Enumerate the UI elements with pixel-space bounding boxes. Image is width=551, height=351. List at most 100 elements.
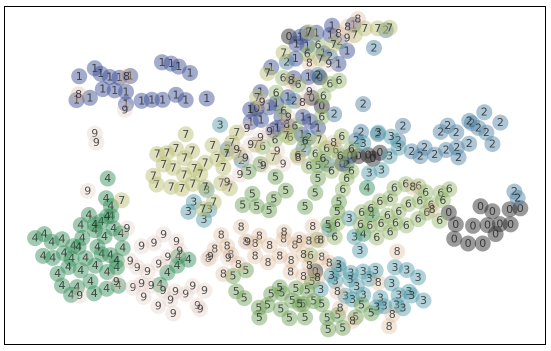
point-label-digit-7: 7 bbox=[154, 148, 161, 161]
point-digit-7 bbox=[209, 150, 226, 167]
point-label-digit-6: 6 bbox=[367, 202, 374, 215]
point-digit-6 bbox=[398, 217, 415, 234]
point-label-digit-8: 8 bbox=[296, 233, 303, 246]
point-digit-8 bbox=[424, 201, 441, 218]
point-label-digit-6: 6 bbox=[318, 110, 325, 123]
point-label-digit-6: 6 bbox=[416, 195, 423, 208]
point-label-digit-3: 3 bbox=[415, 271, 422, 284]
point-label-digit-3: 3 bbox=[395, 289, 402, 302]
point-digit-1 bbox=[298, 25, 315, 42]
point-digit-1 bbox=[118, 83, 134, 100]
point-digit-8 bbox=[251, 227, 268, 244]
point-digit-0 bbox=[502, 216, 519, 233]
point-digit-6 bbox=[373, 215, 389, 232]
point-digit-8 bbox=[295, 246, 312, 263]
point-label-digit-8: 8 bbox=[280, 233, 287, 246]
point-label-digit-1: 1 bbox=[258, 113, 265, 126]
point-label-digit-4: 4 bbox=[104, 172, 111, 185]
point-label-digit-4: 4 bbox=[113, 254, 120, 267]
point-digit-2 bbox=[377, 22, 394, 39]
point-digit-2 bbox=[412, 148, 429, 165]
point-digit-7 bbox=[168, 140, 184, 157]
point-label-digit-7: 7 bbox=[351, 29, 358, 42]
point-label-digit-4: 4 bbox=[174, 259, 181, 272]
point-digit-6 bbox=[338, 170, 355, 187]
point-label-digit-0: 0 bbox=[308, 91, 315, 104]
point-digit-1 bbox=[101, 69, 118, 85]
point-label-digit-4: 4 bbox=[77, 219, 84, 232]
point-label-digit-9: 9 bbox=[233, 143, 240, 156]
point-label-digit-5: 5 bbox=[230, 270, 237, 283]
point-digit-2 bbox=[492, 114, 509, 131]
point-digit-9 bbox=[239, 120, 255, 137]
point-digit-6 bbox=[343, 163, 360, 180]
point-digit-1 bbox=[285, 70, 302, 87]
point-digit-7 bbox=[311, 132, 328, 148]
point-label-digit-1: 1 bbox=[123, 98, 130, 111]
point-digit-6 bbox=[321, 76, 338, 92]
point-label-digit-1: 1 bbox=[300, 110, 307, 123]
point-label-digit-2: 2 bbox=[483, 126, 490, 139]
point-digit-1 bbox=[315, 45, 332, 62]
point-digit-9 bbox=[88, 134, 105, 151]
point-digit-7 bbox=[278, 127, 295, 144]
point-digit-8 bbox=[330, 25, 347, 42]
point-digit-6 bbox=[379, 207, 396, 224]
point-label-digit-5: 5 bbox=[304, 284, 311, 297]
point-digit-3 bbox=[390, 287, 407, 304]
point-digit-7 bbox=[356, 20, 373, 37]
point-digit-8 bbox=[294, 94, 311, 111]
point-digit-8 bbox=[312, 232, 329, 249]
point-label-digit-8: 8 bbox=[306, 56, 313, 69]
point-digit-4 bbox=[108, 252, 125, 269]
point-digit-9 bbox=[129, 259, 146, 276]
point-digit-7 bbox=[163, 178, 180, 195]
point-digit-4 bbox=[169, 257, 186, 274]
point-label-digit-9: 9 bbox=[176, 244, 183, 257]
point-digit-4 bbox=[86, 222, 103, 239]
point-label-digit-3: 3 bbox=[388, 277, 395, 290]
point-digit-7 bbox=[165, 159, 182, 176]
point-digit-0 bbox=[307, 263, 324, 280]
point-digit-9 bbox=[135, 288, 152, 305]
point-digit-1 bbox=[288, 35, 305, 52]
point-digit-2 bbox=[450, 149, 467, 166]
point-digit-8 bbox=[278, 116, 295, 133]
point-digit-3 bbox=[323, 267, 340, 284]
point-label-digit-3: 3 bbox=[335, 258, 342, 271]
point-label-digit-9: 9 bbox=[130, 281, 137, 294]
point-label-digit-2: 2 bbox=[466, 137, 473, 150]
point-label-digit-4: 4 bbox=[91, 218, 98, 231]
point-label-digit-5: 5 bbox=[336, 196, 343, 209]
point-label-digit-4: 4 bbox=[70, 240, 77, 253]
point-digit-4 bbox=[98, 190, 115, 207]
point-digit-1 bbox=[154, 91, 171, 108]
point-digit-1 bbox=[261, 99, 278, 116]
point-digit-8 bbox=[230, 256, 247, 273]
point-digit-2 bbox=[286, 92, 303, 109]
point-label-digit-3: 3 bbox=[403, 264, 410, 277]
point-label-digit-1: 1 bbox=[335, 57, 342, 70]
point-label-digit-3: 3 bbox=[332, 275, 339, 288]
point-digit-8 bbox=[70, 86, 87, 103]
point-digit-6 bbox=[418, 204, 435, 221]
point-label-digit-8: 8 bbox=[389, 308, 396, 321]
point-label-digit-5: 5 bbox=[249, 187, 256, 200]
point-label-digit-4: 4 bbox=[103, 192, 110, 205]
point-label-digit-1: 1 bbox=[307, 115, 314, 128]
point-digit-5 bbox=[347, 309, 364, 326]
point-digit-8 bbox=[325, 134, 342, 151]
point-digit-0 bbox=[334, 155, 351, 172]
point-label-digit-8: 8 bbox=[300, 270, 307, 283]
point-label-digit-1: 1 bbox=[273, 97, 280, 110]
point-label-digit-9: 9 bbox=[306, 85, 313, 98]
point-label-digit-6: 6 bbox=[348, 143, 355, 156]
point-digit-3 bbox=[415, 292, 432, 309]
point-digit-7 bbox=[158, 145, 175, 162]
point-label-digit-9: 9 bbox=[242, 152, 249, 165]
point-digit-7 bbox=[215, 159, 232, 176]
point-label-digit-7: 7 bbox=[316, 134, 323, 147]
point-label-digit-9: 9 bbox=[259, 96, 266, 109]
point-digit-6 bbox=[400, 196, 417, 212]
